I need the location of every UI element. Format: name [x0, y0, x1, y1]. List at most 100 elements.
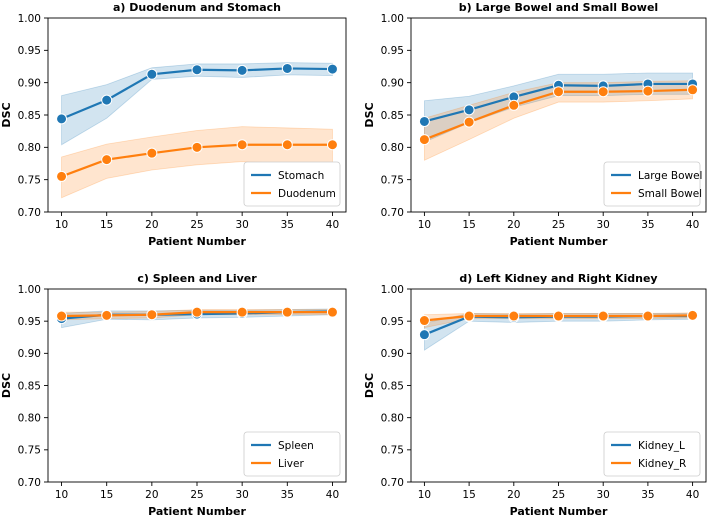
x-tick-label: 10	[418, 219, 431, 231]
y-tick-label: 0.90	[18, 77, 41, 89]
x-tick-label: 10	[55, 489, 68, 501]
data-point-liver	[281, 306, 293, 318]
y-tick-label: 0.95	[381, 316, 404, 328]
y-tick-label: 0.85	[381, 380, 404, 392]
y-tick-label: 0.80	[381, 412, 404, 424]
y-axis-label: DSC	[0, 102, 13, 127]
y-tick-label: 0.85	[18, 110, 41, 122]
x-tick-label: 30	[597, 219, 610, 231]
data-point-liver	[191, 306, 203, 318]
y-tick-label: 0.80	[381, 142, 404, 154]
data-point-liver	[56, 310, 68, 322]
panel-duodenum-stomach: a) Duodenum and Stomach 0.70 0.75 0.80 0.85 0…	[0, 1, 347, 248]
y-tick-label: 0.85	[18, 380, 41, 392]
x-tick-label: 15	[100, 219, 113, 231]
y-tick-label: 0.70	[381, 477, 404, 489]
x-axis-label: Patient Number	[148, 505, 246, 518]
x-tick-label: 35	[641, 489, 654, 501]
data-point-stomach	[146, 68, 158, 80]
chart-title: c) Spleen and Liver	[137, 272, 257, 285]
data-point-liver	[101, 309, 113, 321]
x-tick-label: 40	[326, 489, 339, 501]
chart-title: d) Left Kidney and Right Kidney	[459, 272, 657, 285]
data-point-small-bowel	[418, 134, 430, 146]
data-point-duodenum	[191, 141, 203, 153]
data-point-kidney-r	[687, 309, 699, 321]
data-point-kidney-r	[463, 310, 475, 322]
x-tick-label: 15	[462, 489, 475, 501]
y-tick-label: 1.00	[381, 284, 404, 296]
x-axis-label: Patient Number	[148, 235, 246, 248]
x-tick-label: 40	[686, 489, 699, 501]
x-axis-label: Patient Number	[510, 235, 608, 248]
data-point-stomach	[101, 94, 113, 106]
legend-box	[603, 431, 701, 477]
y-tick-label: 0.75	[18, 174, 41, 186]
x-tick-label: 25	[190, 219, 203, 231]
x-tick-label: 25	[552, 219, 565, 231]
data-point-large-bowel	[418, 115, 430, 127]
data-point-duodenum	[146, 147, 158, 159]
data-point-small-bowel	[687, 84, 699, 96]
y-tick-label: 0.90	[381, 77, 404, 89]
chart-title: b) Large Bowel and Small Bowel	[459, 1, 658, 14]
x-tick-label: 20	[507, 489, 520, 501]
data-point-liver	[236, 306, 248, 318]
data-point-kidney-r	[418, 315, 430, 327]
y-tick-label: 0.75	[381, 174, 404, 186]
chart-title: a) Duodenum and Stomach	[113, 1, 281, 14]
x-tick-label: 35	[641, 219, 654, 231]
x-tick-label: 25	[190, 489, 203, 501]
x-tick-label: 20	[145, 219, 158, 231]
data-point-small-bowel	[463, 116, 475, 128]
y-tick-label: 0.70	[18, 207, 41, 219]
data-point-stomach	[236, 64, 248, 76]
legend-box	[243, 431, 341, 477]
data-point-small-bowel	[508, 99, 520, 111]
legend-label-kidney-l: Kidney_L	[638, 440, 685, 452]
y-tick-label: 0.75	[18, 445, 41, 457]
confidence-band-small-bowel	[424, 80, 693, 161]
x-tick-label: 20	[145, 489, 158, 501]
x-tick-label: 15	[462, 219, 475, 231]
confidence-band-stomach	[61, 62, 333, 146]
y-tick-label: 0.85	[381, 110, 404, 122]
x-tick-label: 20	[507, 219, 520, 231]
legend-label-liver: Liver	[278, 458, 304, 470]
y-tick-label: 1.00	[18, 13, 41, 25]
data-point-small-bowel	[553, 86, 564, 98]
data-point-large-bowel	[463, 104, 475, 116]
y-tick-label: 0.80	[18, 412, 41, 424]
x-tick-label: 10	[55, 219, 68, 231]
legend-label-duodenum: Duodenum	[278, 188, 336, 200]
data-point-small-bowel	[642, 85, 654, 97]
data-point-stomach	[56, 113, 68, 125]
y-tick-label: 0.90	[381, 348, 404, 360]
legend-label-small-bowel: Small Bowel	[638, 188, 702, 200]
x-axis-label: Patient Number	[510, 505, 608, 518]
y-tick-label: 0.95	[18, 45, 41, 57]
legend-label-kidney-r: Kidney_R	[638, 458, 686, 470]
data-point-duodenum	[326, 139, 338, 151]
legend: Spleen Liver	[243, 431, 341, 477]
legend: Large Bowel Small Bowel	[603, 161, 702, 207]
data-point-small-bowel	[597, 86, 609, 98]
data-point-duodenum	[281, 139, 293, 151]
data-point-duodenum	[56, 170, 68, 182]
y-tick-label: 1.00	[18, 284, 41, 296]
x-tick-label: 35	[281, 489, 294, 501]
data-point-duodenum	[101, 154, 113, 166]
legend-label-large-bowel: Large Bowel	[638, 170, 702, 182]
data-point-kidney-r	[597, 310, 609, 322]
data-point-kidney-r	[508, 310, 520, 322]
y-tick-label: 0.95	[381, 45, 404, 57]
data-point-liver	[146, 309, 158, 321]
x-tick-label: 30	[235, 219, 248, 231]
y-tick-label: 1.00	[381, 13, 404, 25]
x-tick-label: 10	[418, 489, 431, 501]
y-tick-label: 0.75	[381, 445, 404, 457]
x-tick-label: 30	[597, 489, 610, 501]
y-axis-label: DSC	[363, 373, 376, 398]
panel-left-right-kidney: d) Left Kidney and Right Kidney 0.70 0.75 0…	[363, 272, 707, 518]
